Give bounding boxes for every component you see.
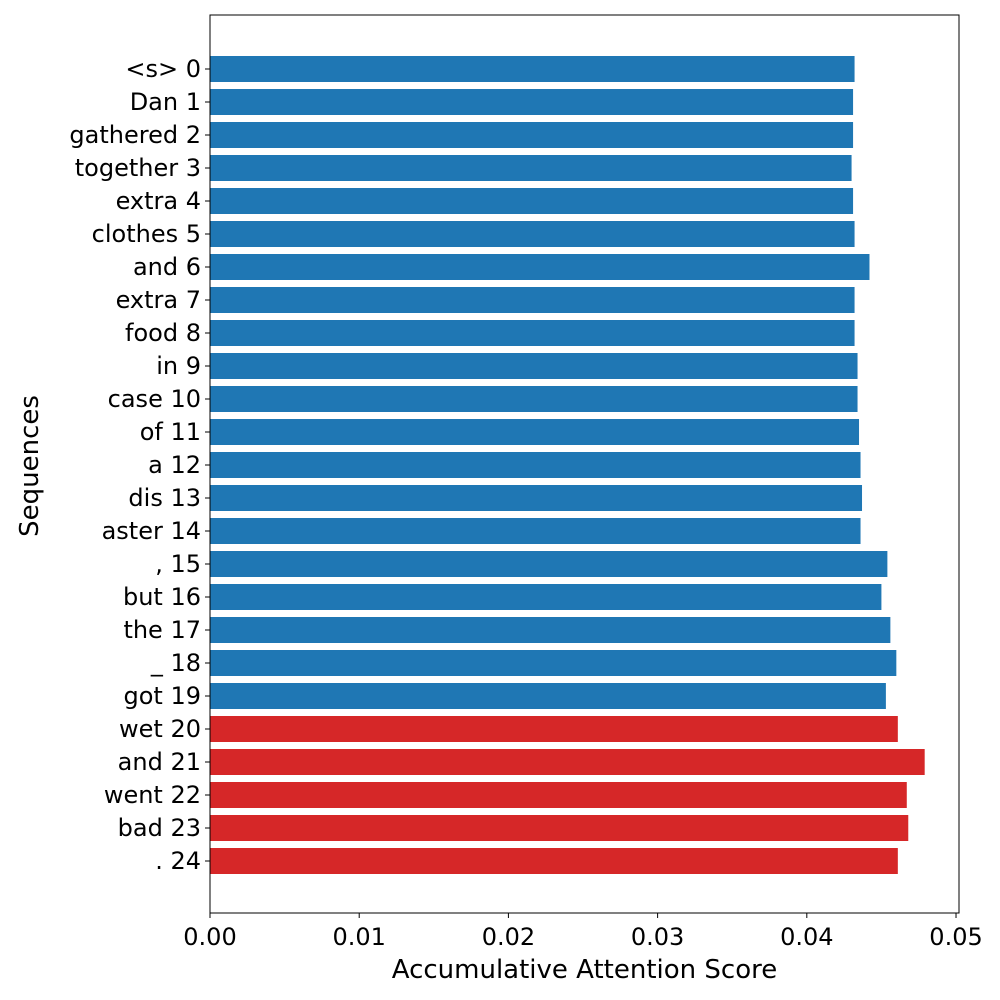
x-tick-label: 0.01 [332, 923, 385, 951]
y-tick-label: extra 4 [116, 187, 201, 215]
y-tick-label: <s> 0 [125, 55, 201, 83]
bar [210, 155, 852, 181]
plot-frame [209, 14, 960, 914]
bar [210, 122, 854, 148]
y-tick-label: and 21 [118, 748, 201, 776]
x-tick-label: 0.03 [631, 923, 684, 951]
y-tick-label: dis 13 [128, 484, 201, 512]
bar [210, 89, 854, 115]
y-tick-label: in 9 [156, 352, 201, 380]
y-tick-label: a 12 [148, 451, 201, 479]
y-tick-label: food 8 [125, 319, 201, 347]
y-tick-label: bad 23 [118, 814, 201, 842]
y-tick-label: case 10 [108, 385, 201, 413]
bar [210, 353, 858, 379]
bar [210, 716, 898, 742]
bar [210, 650, 897, 676]
bar [210, 188, 854, 214]
bar [210, 386, 858, 412]
y-tick-label: Dan 1 [130, 88, 201, 116]
bar [210, 56, 855, 82]
bar [210, 320, 855, 346]
bar [210, 518, 861, 544]
bar [210, 485, 863, 511]
x-tick-label: 0.00 [183, 923, 236, 951]
x-tick-label: 0.04 [780, 923, 833, 951]
bar [210, 287, 855, 313]
y-tick-label: but 16 [123, 583, 201, 611]
bar [210, 782, 907, 808]
y-tick-label: extra 7 [116, 286, 201, 314]
x-ticks-group: 0.00 0.01 0.02 0.03 0.04 0.05 [183, 913, 983, 951]
x-tick-label: 0.02 [482, 923, 535, 951]
bars-group [210, 56, 925, 874]
y-tick-label: of 11 [140, 418, 201, 446]
y-tick-label: gathered 2 [69, 121, 201, 149]
y-tick-label: . 24 [155, 847, 201, 875]
bar [210, 749, 925, 775]
y-tick-label: together 3 [75, 154, 201, 182]
bar [210, 221, 855, 247]
y-tick-label: went 22 [104, 781, 201, 809]
y-tick-label: got 19 [124, 682, 202, 710]
bar [210, 551, 888, 577]
y-tick-label: _ 18 [150, 649, 201, 677]
y-axis-label: Sequences [15, 395, 45, 537]
bar [210, 452, 861, 478]
bar [210, 584, 882, 610]
y-ticks-group: <s> 0 Dan 1 gathered 2 together 3 extra 4 clo… [69, 55, 210, 875]
y-tick-label: clothes 5 [92, 220, 201, 248]
y-tick-label: wet 20 [119, 715, 201, 743]
bar [210, 815, 909, 841]
bar [210, 254, 870, 280]
bar [210, 419, 860, 445]
y-tick-label: , 15 [155, 550, 201, 578]
bar [210, 848, 898, 874]
bar [210, 617, 891, 643]
y-tick-label: aster 14 [102, 517, 201, 545]
x-axis-label: Accumulative Attention Score [392, 955, 778, 985]
bar [210, 683, 886, 709]
x-tick-label: 0.05 [929, 923, 982, 951]
y-tick-label: the 17 [123, 616, 201, 644]
y-tick-label: and 6 [133, 253, 201, 281]
